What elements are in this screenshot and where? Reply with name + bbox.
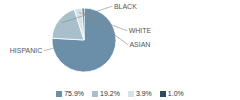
svg-text:WHITE: WHITE <box>129 27 152 34</box>
html-text:1.0%: 1.0% <box>167 90 184 97</box>
svg-text:BLACK: BLACK <box>114 3 137 10</box>
html-text:75.9%: 75.9% <box>64 90 84 97</box>
html-text:3.9%: 3.9% <box>135 90 152 97</box>
svg-text:ASIAN: ASIAN <box>129 41 150 48</box>
svg-text:HISPANIC: HISPANIC <box>10 47 43 54</box>
html-text:19.2%: 19.2% <box>100 90 120 97</box>
